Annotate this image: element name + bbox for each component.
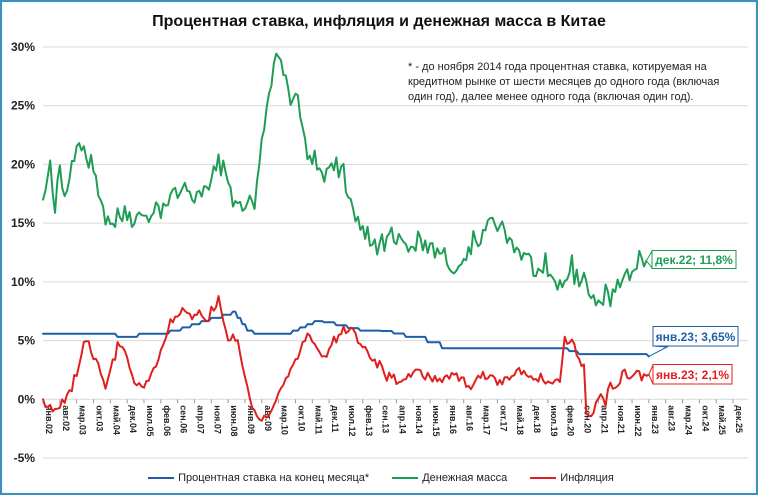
svg-text:окт.10: окт.10 (296, 405, 306, 431)
svg-text:авг.16: авг.16 (465, 405, 475, 431)
svg-text:авг.02: авг.02 (61, 405, 71, 431)
svg-text:ноя.07: ноя.07 (212, 405, 222, 434)
svg-text:0%: 0% (18, 392, 36, 406)
svg-text:20%: 20% (11, 157, 35, 171)
svg-text:июл.12: июл.12 (347, 405, 357, 436)
svg-text:май.04: май.04 (111, 405, 121, 435)
svg-text:июн.22: июн.22 (633, 405, 643, 436)
svg-text:янв.23; 3,65%: янв.23; 3,65% (656, 330, 736, 344)
svg-text:окт.24: окт.24 (700, 405, 710, 431)
svg-text:окт.03: окт.03 (94, 405, 104, 431)
svg-text:дек.18: дек.18 (532, 405, 542, 433)
svg-text:авг.23: авг.23 (667, 405, 677, 431)
svg-text:мар.03: мар.03 (78, 405, 88, 435)
svg-text:мар.17: мар.17 (482, 405, 492, 435)
svg-text:сен.20: сен.20 (583, 405, 593, 433)
svg-text:25%: 25% (11, 99, 35, 113)
svg-text:окт.17: окт.17 (498, 405, 508, 431)
svg-text:дек.22; 11,8%: дек.22; 11,8% (655, 253, 733, 267)
svg-text:30%: 30% (11, 40, 35, 54)
svg-text:май.11: май.11 (313, 405, 323, 434)
svg-text:мар.10: мар.10 (280, 405, 290, 435)
svg-text:сен.06: сен.06 (179, 405, 189, 433)
svg-text:май.25: май.25 (717, 405, 727, 435)
svg-text:сен.13: сен.13 (381, 405, 391, 433)
svg-text:15%: 15% (11, 216, 35, 230)
svg-text:янв.16: янв.16 (448, 405, 458, 434)
svg-text:янв.23; 2,1%: янв.23; 2,1% (656, 368, 729, 382)
svg-text:-5%: -5% (14, 451, 36, 465)
svg-text:ноя.21: ноя.21 (616, 405, 626, 434)
svg-text:дек.04: дек.04 (128, 405, 138, 433)
svg-text:5%: 5% (18, 334, 36, 348)
svg-text:июн.15: июн.15 (431, 405, 441, 436)
svg-text:фев.06: фев.06 (162, 405, 172, 436)
svg-text:мар.24: мар.24 (684, 405, 694, 435)
svg-text:дек.11: дек.11 (330, 405, 340, 432)
svg-text:июл.19: июл.19 (549, 405, 559, 436)
svg-text:май.18: май.18 (515, 405, 525, 435)
svg-text:апр.07: апр.07 (195, 405, 205, 433)
svg-text:10%: 10% (11, 275, 35, 289)
svg-text:июн.08: июн.08 (229, 405, 239, 436)
svg-text:фев.13: фев.13 (364, 405, 374, 436)
svg-text:дек.25: дек.25 (734, 405, 744, 433)
svg-text:фев.20: фев.20 (566, 405, 576, 436)
svg-text:янв.23: янв.23 (650, 405, 660, 434)
svg-text:апр.14: апр.14 (397, 405, 407, 433)
svg-text:апр.21: апр.21 (599, 405, 609, 433)
svg-text:июл.05: июл.05 (145, 405, 155, 436)
svg-text:ноя.14: ноя.14 (414, 405, 424, 434)
